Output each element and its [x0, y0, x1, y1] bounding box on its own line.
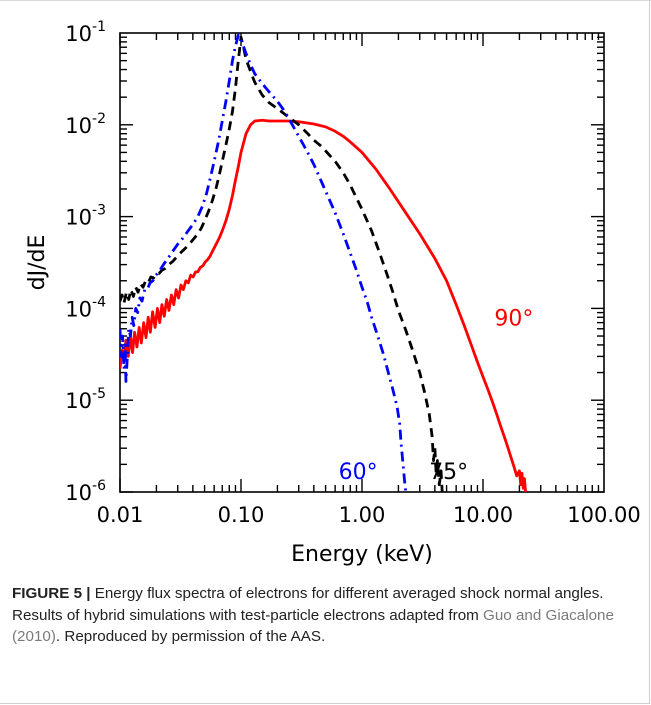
- y-tick-label: 10-1: [65, 19, 106, 46]
- y-tick-label: 10-6: [65, 478, 106, 505]
- series-label: 60°: [339, 460, 378, 485]
- x-tick-label: 1.00: [339, 503, 386, 527]
- x-axis-label: Energy (keV): [291, 542, 433, 567]
- series-line-90deg: [120, 118, 528, 492]
- figure-caption: FIGURE 5 | Energy flux spectra of electr…: [12, 583, 634, 648]
- caption-text: Energy flux spectra of electrons for dif…: [12, 585, 604, 624]
- tick-labels: 0.01 0.10 1.00 10.00 100.00 10-1 10-2 10-3 10-4 1…: [65, 19, 640, 527]
- series-line-60deg: [120, 33, 408, 492]
- energy-spectrum-chart: 0.01 0.10 1.00 10.00 100.00 10-1 10-2 10-3 10-4 1…: [25, 19, 641, 567]
- series-label: 75°: [429, 460, 468, 485]
- x-tick-label: 100.00: [567, 503, 640, 527]
- top-rule: [0, 0, 651, 1]
- caption-text-end: . Reproduced by permission of the AAS.: [55, 628, 326, 645]
- series-lines: [120, 33, 528, 492]
- y-tick-label: 10-3: [65, 203, 106, 230]
- y-axis-label: dJ/dE: [25, 235, 50, 291]
- y-tick-label: 10-4: [65, 294, 106, 321]
- figure-label: FIGURE 5 |: [12, 585, 91, 602]
- x-tick-label: 0.01: [97, 503, 144, 527]
- x-tick-label: 10.00: [453, 503, 513, 527]
- plot-area-frame: [119, 32, 605, 493]
- series-line-75deg: [120, 35, 444, 492]
- y-tick-label: 10-2: [65, 111, 106, 138]
- axis-ticks: [119, 33, 604, 493]
- reference-link[interactable]: Guo and Giacalone (2010): [12, 606, 614, 646]
- x-tick-label: 0.10: [218, 503, 265, 527]
- y-tick-label: 10-5: [65, 386, 106, 413]
- series-labels: 90° 75° 60°: [339, 306, 534, 485]
- series-label: 90°: [494, 306, 533, 331]
